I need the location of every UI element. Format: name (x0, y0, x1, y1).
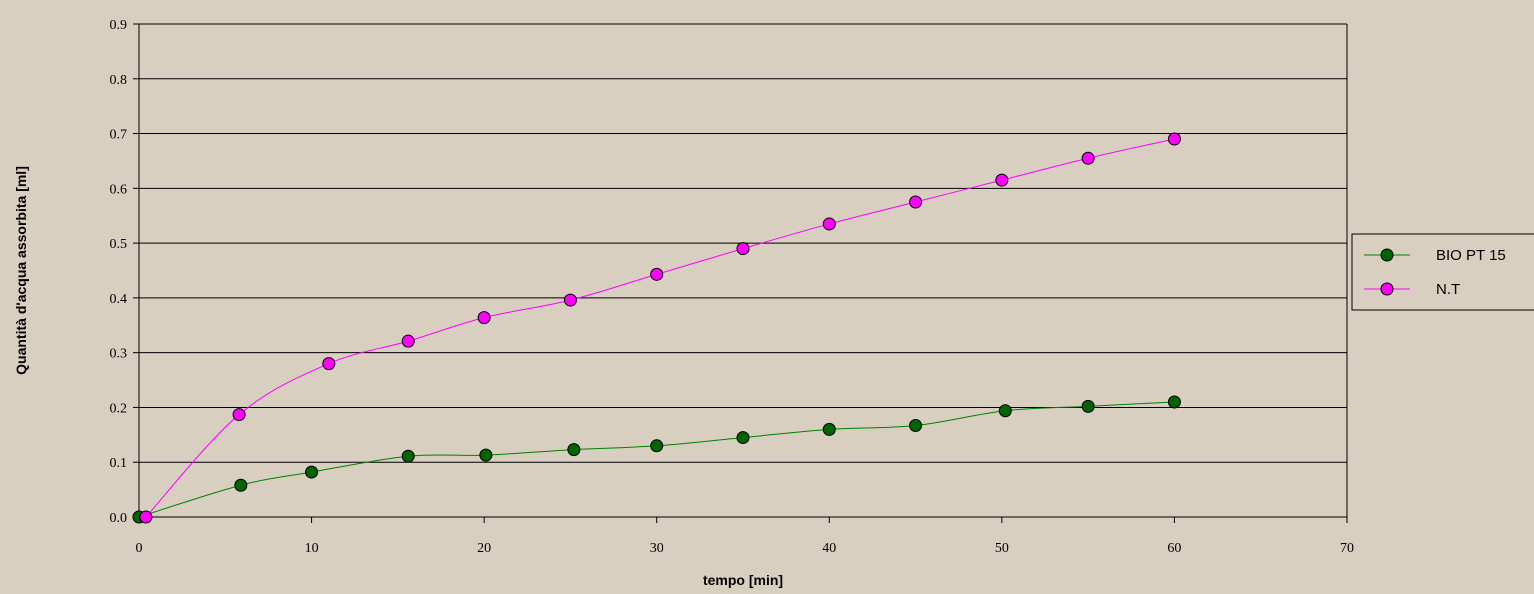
y-tick-label-9: 0.9 (110, 18, 128, 33)
legend-label-1: N.T (1436, 281, 1460, 298)
data-point-0-12 (1167, 395, 1181, 409)
x-tick-label-1: 10 (305, 541, 319, 556)
series (132, 132, 1181, 524)
data-point-1-8 (822, 217, 836, 231)
data-point-1-6 (650, 267, 664, 281)
data-point-0-6 (650, 439, 664, 453)
series-1 (139, 132, 1181, 524)
x-tick-label-6: 60 (1167, 541, 1181, 556)
y-tick-label-3: 0.3 (110, 347, 128, 362)
legend-label-0: BIO PT 15 (1436, 247, 1506, 264)
data-point-0-3 (401, 449, 415, 463)
data-point-0-9 (909, 419, 923, 433)
axes (133, 23, 1348, 523)
x-tick-label-5: 50 (995, 541, 1009, 556)
y-tick-label-5: 0.5 (110, 237, 128, 252)
data-point-1-11 (1081, 151, 1095, 165)
data-point-0-10 (998, 404, 1012, 418)
x-tick-label-2: 20 (477, 541, 491, 556)
data-point-0-7 (736, 431, 750, 445)
y-tick-label-0: 0.0 (110, 511, 128, 526)
y-tick-label-1: 0.1 (110, 456, 128, 471)
x-tick-label-4: 40 (822, 541, 836, 556)
x-tick-label-0: 0 (136, 541, 143, 556)
data-point-0-8 (822, 422, 836, 436)
data-point-1-9 (909, 195, 923, 209)
series-line-1 (145, 138, 1175, 518)
data-point-0-5 (567, 443, 581, 457)
legend-box (1351, 233, 1534, 311)
data-point-1-12 (1167, 132, 1181, 146)
y-tick-label-2: 0.2 (110, 401, 128, 416)
data-point-1-3 (401, 334, 415, 348)
tick-labels: 0.0 0.1 0.2 0.3 0.4 0.5 0.6 0.7 0.8 0.9 0 10 20 30 40 5… (110, 18, 1355, 556)
x-axis-title: tempo [min] (703, 572, 783, 588)
legend-marker-0 (1380, 248, 1394, 262)
data-point-1-5 (563, 293, 577, 307)
data-point-1-0 (139, 510, 153, 524)
y-tick-label-4: 0.4 (110, 292, 128, 307)
data-point-1-4 (477, 311, 491, 325)
data-point-1-2 (322, 357, 336, 371)
data-point-1-1 (232, 408, 246, 422)
x-tick-label-3: 30 (650, 541, 664, 556)
y-tick-label-7: 0.7 (110, 128, 128, 143)
series-line-0 (138, 401, 1175, 518)
y-tick-label-6: 0.6 (110, 182, 128, 197)
data-point-1-10 (995, 173, 1009, 187)
data-point-0-11 (1081, 399, 1095, 413)
data-point-0-1 (234, 478, 248, 492)
y-tick-label-8: 0.8 (110, 73, 128, 88)
legend-marker-1 (1380, 282, 1394, 296)
series-0 (132, 395, 1181, 524)
y-axis-title: Quantità d'acqua assorbita [ml] (13, 166, 29, 375)
data-point-0-4 (479, 448, 493, 462)
legend: BIO PT 15 N.T (1351, 233, 1534, 311)
data-point-0-2 (305, 465, 319, 479)
x-tick-label-7: 70 (1340, 541, 1354, 556)
data-point-1-7 (736, 242, 750, 256)
